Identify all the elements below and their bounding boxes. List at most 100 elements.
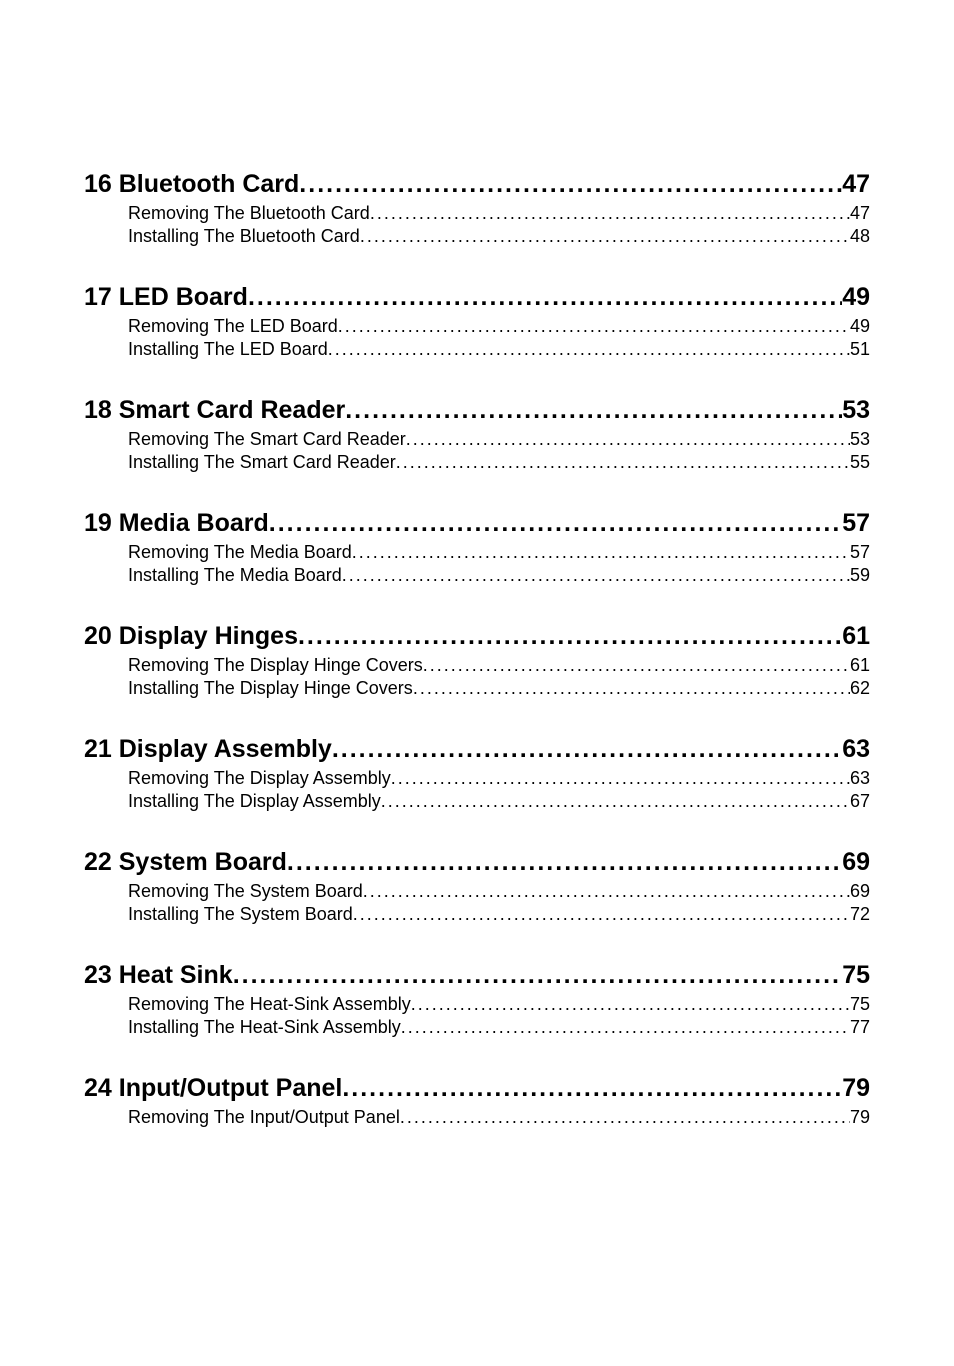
toc-sub-row[interactable]: Removing The Input/Output Panel.........… — [84, 1107, 870, 1128]
toc-heading-label: 20 Display Hinges — [84, 622, 298, 651]
toc-heading-row[interactable]: 19 Media Board..........................… — [84, 509, 870, 538]
toc-sub-label: Removing The Bluetooth Card — [128, 203, 370, 224]
toc-leader: ........................................… — [342, 1074, 842, 1103]
toc-leader: ........................................… — [406, 429, 850, 450]
toc-sub-page: 63 — [850, 768, 870, 789]
toc-heading-row[interactable]: 21 Display Assembly.....................… — [84, 735, 870, 764]
toc-sub-row[interactable]: Removing The Bluetooth Card.............… — [84, 203, 870, 224]
toc-heading-row[interactable]: 17 LED Board............................… — [84, 283, 870, 312]
toc-sub-label: Installing The Display Assembly — [128, 791, 381, 812]
toc-heading-page: 49 — [842, 283, 870, 312]
toc-sub-label: Removing The Media Board — [128, 542, 352, 563]
toc-sub-label: Installing The Display Hinge Covers — [128, 678, 413, 699]
toc-sub-page: 49 — [850, 316, 870, 337]
toc-sub-page: 55 — [850, 452, 870, 473]
toc-sub-row[interactable]: Removing The Media Board................… — [84, 542, 870, 563]
toc-sub-page: 72 — [850, 904, 870, 925]
toc-sub-page: 48 — [850, 226, 870, 247]
toc-leader: ........................................… — [332, 735, 842, 764]
toc-leader: ........................................… — [342, 565, 850, 586]
toc-heading-label: 22 System Board — [84, 848, 287, 877]
toc-sub-row[interactable]: Installing The Heat-Sink Assembly.......… — [84, 1017, 870, 1038]
toc-leader: ........................................… — [269, 509, 842, 538]
toc-sub-row[interactable]: Removing The Heat-Sink Assembly.........… — [84, 994, 870, 1015]
toc-sub-row[interactable]: Removing The System Board...............… — [84, 881, 870, 902]
toc-heading-row[interactable]: 24 Input/Output Panel...................… — [84, 1074, 870, 1103]
toc-sub-row[interactable]: Installing The Bluetooth Card...........… — [84, 226, 870, 247]
toc-sub-row[interactable]: Installing The System Board.............… — [84, 904, 870, 925]
toc-heading-page: 53 — [842, 396, 870, 425]
toc-sub-page: 57 — [850, 542, 870, 563]
toc-leader: ........................................… — [298, 622, 842, 651]
toc-leader: ........................................… — [391, 768, 850, 789]
toc-sub-page: 79 — [850, 1107, 870, 1128]
toc-leader: ........................................… — [423, 655, 850, 676]
toc-sub-label: Removing The LED Board — [128, 316, 338, 337]
toc-section: 24 Input/Output Panel...................… — [84, 1074, 870, 1128]
toc-heading-label: 16 Bluetooth Card — [84, 170, 299, 199]
toc-leader: ........................................… — [299, 170, 842, 199]
toc-list: 16 Bluetooth Card.......................… — [84, 170, 870, 1128]
toc-heading-page: 57 — [842, 509, 870, 538]
toc-sub-row[interactable]: Removing The Display Assembly...........… — [84, 768, 870, 789]
toc-sub-page: 47 — [850, 203, 870, 224]
toc-sub-row[interactable]: Installing The Smart Card Reader........… — [84, 452, 870, 473]
toc-sub-row[interactable]: Installing The Media Board..............… — [84, 565, 870, 586]
toc-section: 18 Smart Card Reader....................… — [84, 396, 870, 473]
toc-sub-page: 61 — [850, 655, 870, 676]
toc-sub-row[interactable]: Removing The LED Board..................… — [84, 316, 870, 337]
toc-heading-page: 63 — [842, 735, 870, 764]
toc-heading-page: 69 — [842, 848, 870, 877]
toc-sub-label: Removing The Heat-Sink Assembly — [128, 994, 411, 1015]
toc-heading-label: 24 Input/Output Panel — [84, 1074, 342, 1103]
toc-heading-label: 19 Media Board — [84, 509, 269, 538]
toc-sub-label: Installing The System Board — [128, 904, 353, 925]
toc-heading-label: 23 Heat Sink — [84, 961, 233, 990]
toc-sub-label: Installing The Bluetooth Card — [128, 226, 360, 247]
toc-sub-page: 67 — [850, 791, 870, 812]
toc-sub-label: Installing The Media Board — [128, 565, 342, 586]
toc-heading-page: 75 — [842, 961, 870, 990]
toc-section: 17 LED Board............................… — [84, 283, 870, 360]
toc-leader: ........................................… — [328, 339, 850, 360]
toc-leader: ........................................… — [360, 226, 850, 247]
toc-heading-row[interactable]: 23 Heat Sink............................… — [84, 961, 870, 990]
toc-heading-row[interactable]: 16 Bluetooth Card.......................… — [84, 170, 870, 199]
toc-sub-label: Installing The Smart Card Reader — [128, 452, 396, 473]
toc-heading-page: 79 — [842, 1074, 870, 1103]
toc-sub-page: 62 — [850, 678, 870, 699]
toc-heading-page: 47 — [842, 170, 870, 199]
toc-leader: ........................................… — [287, 848, 842, 877]
toc-leader: ........................................… — [233, 961, 843, 990]
toc-leader: ........................................… — [353, 904, 850, 925]
toc-leader: ........................................… — [248, 283, 842, 312]
toc-sub-label: Installing The LED Board — [128, 339, 328, 360]
toc-section: 16 Bluetooth Card.......................… — [84, 170, 870, 247]
toc-sub-row[interactable]: Installing The LED Board................… — [84, 339, 870, 360]
toc-sub-row[interactable]: Installing The Display Assembly.........… — [84, 791, 870, 812]
toc-heading-row[interactable]: 22 System Board.........................… — [84, 848, 870, 877]
toc-sub-page: 59 — [850, 565, 870, 586]
toc-section: 19 Media Board..........................… — [84, 509, 870, 586]
toc-sub-row[interactable]: Installing The Display Hinge Covers.....… — [84, 678, 870, 699]
toc-sub-label: Removing The Display Hinge Covers — [128, 655, 423, 676]
toc-sub-label: Removing The Display Assembly — [128, 768, 391, 789]
toc-sub-label: Removing The System Board — [128, 881, 363, 902]
toc-section: 20 Display Hinges.......................… — [84, 622, 870, 699]
toc-leader: ........................................… — [413, 678, 850, 699]
toc-leader: ........................................… — [411, 994, 850, 1015]
toc-sub-label: Removing The Smart Card Reader — [128, 429, 406, 450]
toc-heading-label: 17 LED Board — [84, 283, 248, 312]
toc-heading-row[interactable]: 18 Smart Card Reader....................… — [84, 396, 870, 425]
toc-sub-page: 77 — [850, 1017, 870, 1038]
toc-sub-row[interactable]: Removing The Smart Card Reader..........… — [84, 429, 870, 450]
toc-section: 22 System Board.........................… — [84, 848, 870, 925]
toc-sub-label: Removing The Input/Output Panel — [128, 1107, 400, 1128]
toc-leader: ........................................… — [400, 1107, 850, 1128]
toc-leader: ........................................… — [352, 542, 850, 563]
toc-sub-row[interactable]: Removing The Display Hinge Covers.......… — [84, 655, 870, 676]
toc-leader: ........................................… — [401, 1017, 850, 1038]
toc-sub-page: 75 — [850, 994, 870, 1015]
toc-leader: ........................................… — [370, 203, 850, 224]
toc-heading-row[interactable]: 20 Display Hinges.......................… — [84, 622, 870, 651]
